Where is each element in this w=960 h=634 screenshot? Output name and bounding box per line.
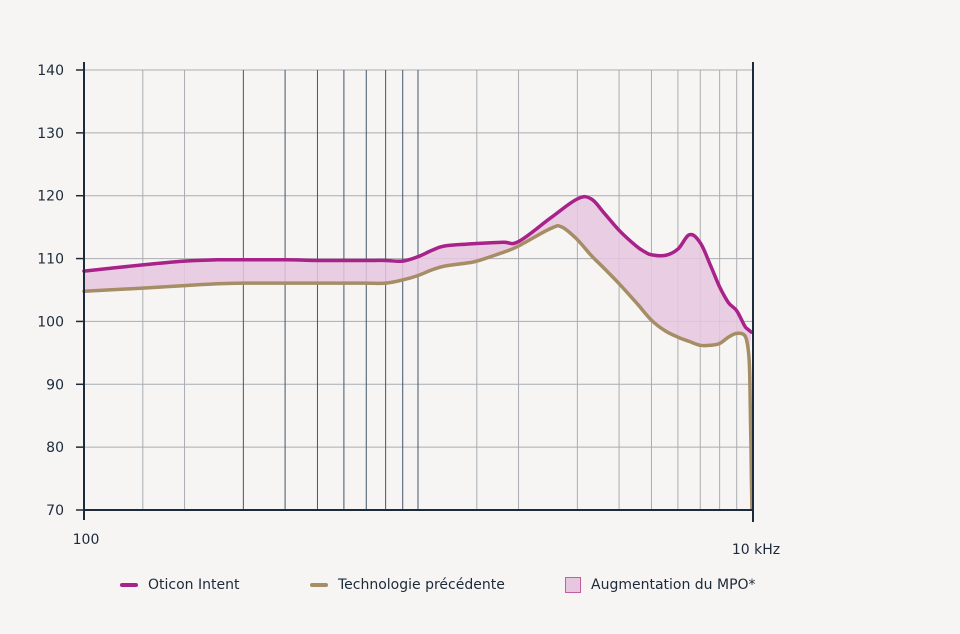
legend-item-oticon-intent: Oticon Intent bbox=[120, 574, 239, 596]
series-line-oticon-intent bbox=[82, 194, 754, 334]
mpo-increase-area bbox=[84, 196, 752, 360]
y-tick-label: 120 bbox=[37, 189, 64, 205]
y-tick-label: 90 bbox=[46, 377, 64, 393]
y-tick-label: 110 bbox=[37, 252, 64, 268]
y-tick-label: 100 bbox=[37, 314, 64, 330]
x-tick-label: 100 bbox=[73, 532, 100, 548]
legend-label-augmentation-mpo: Augmentation du MPO* bbox=[591, 577, 756, 593]
x-tick-label: 10 kHz bbox=[732, 542, 780, 558]
legend-swatch-augmentation-mpo bbox=[565, 577, 581, 593]
legend-swatch-oticon-intent bbox=[120, 583, 138, 587]
legend-item-augmentation-mpo: Augmentation du MPO* bbox=[565, 574, 756, 596]
legend-label-oticon-intent: Oticon Intent bbox=[148, 577, 240, 593]
y-tick-labels: 70 80 90 100 110 120 130 140 bbox=[37, 63, 64, 519]
y-tick-label: 80 bbox=[46, 440, 64, 456]
y-tick-label: 70 bbox=[46, 503, 64, 519]
legend: Oticon Intent Technologie précédente Aug… bbox=[0, 574, 960, 596]
y-tick-label: 140 bbox=[37, 63, 64, 79]
axes bbox=[76, 62, 754, 522]
legend-item-technologie-precedente: Technologie précédente bbox=[310, 574, 505, 596]
x-tick-labels: 100 10 kHz bbox=[73, 532, 780, 558]
y-tick-label: 130 bbox=[37, 126, 64, 142]
series-line-technologie-precedente bbox=[82, 223, 754, 511]
legend-label-technologie-precedente: Technologie précédente bbox=[338, 577, 505, 593]
legend-swatch-technologie-precedente bbox=[310, 583, 328, 587]
